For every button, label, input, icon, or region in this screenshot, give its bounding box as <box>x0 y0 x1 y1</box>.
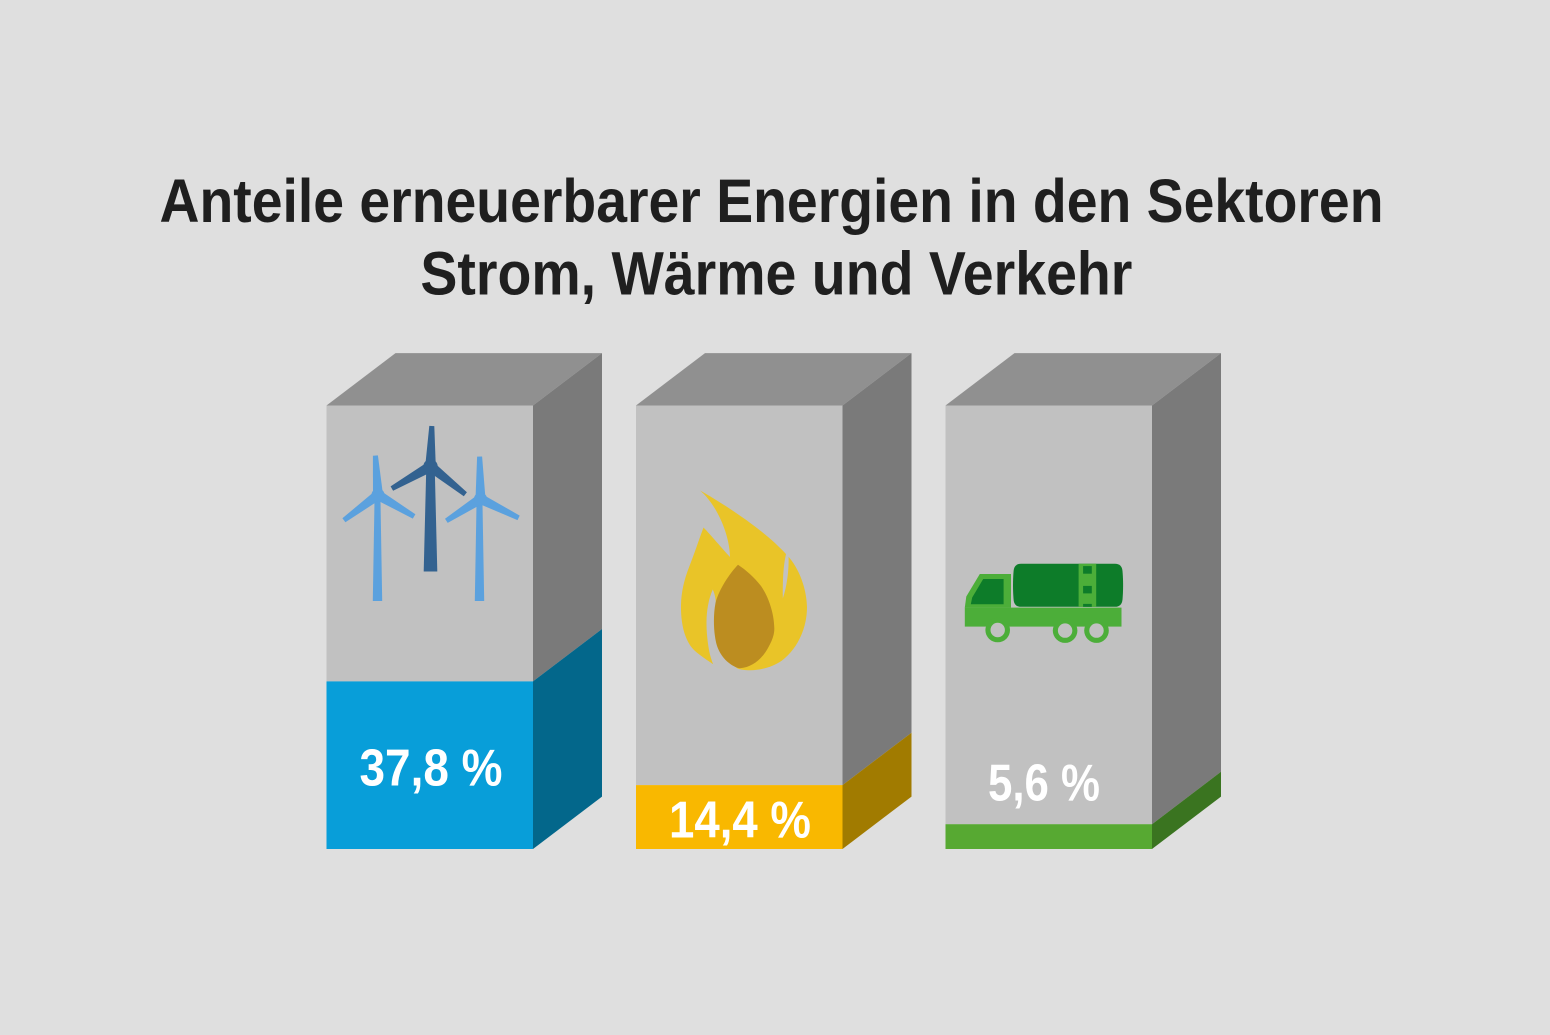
svg-text:Strom, Wärme und Verkehr: Strom, Wärme und Verkehr <box>420 240 1132 308</box>
svg-text:37,8 %: 37,8 % <box>360 738 503 796</box>
svg-text:Anteile erneuerbarer Energien: Anteile erneuerbarer Energien in den Sek… <box>160 167 1384 235</box>
svg-text:14,4 %: 14,4 % <box>669 791 811 849</box>
svg-text:5,6 %: 5,6 % <box>988 753 1100 811</box>
